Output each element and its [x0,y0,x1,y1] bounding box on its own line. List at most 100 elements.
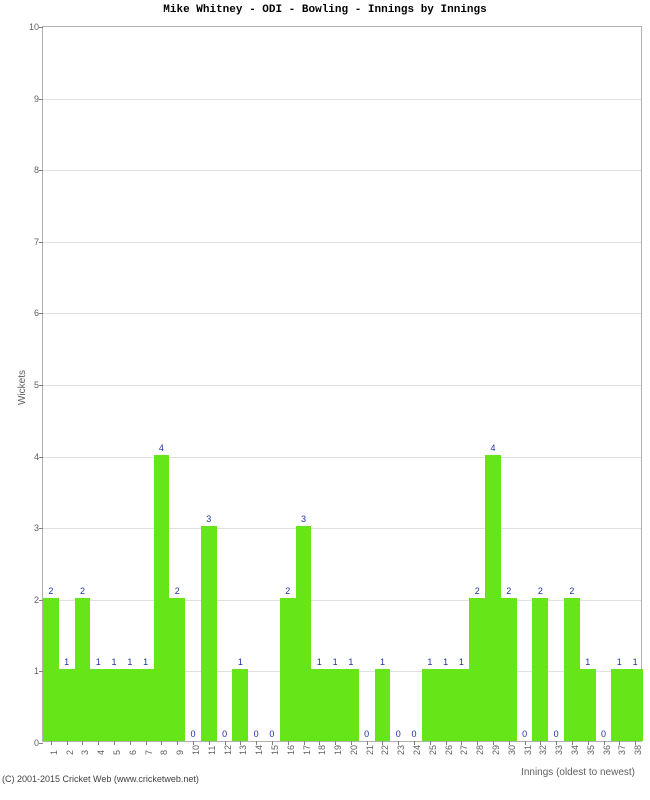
bar-value-label: 1 [585,657,590,667]
x-tick [161,741,162,745]
bar-value-label: 0 [269,729,274,739]
y-tick-label: 0 [34,738,43,748]
bar-value-label: 1 [617,657,622,667]
y-tick-label: 7 [34,237,43,247]
grid-line [43,242,641,243]
y-tick-label: 3 [34,523,43,533]
x-tick-label: 18 [317,745,327,755]
bar [564,598,580,741]
plot-area: 012345678910Wickets211223141516174829010… [42,26,642,742]
bar-value-label: 2 [175,586,180,596]
grid-line [43,385,641,386]
x-tick-label: 31 [523,745,533,755]
bar-value-label: 1 [112,657,117,667]
x-tick [82,741,83,745]
x-tick [67,741,68,745]
bar [43,598,59,741]
bar [154,455,170,741]
grid-line [43,99,641,100]
x-tick-label: 8 [159,750,169,755]
bar-value-label: 4 [490,443,495,453]
bar [438,669,454,741]
x-axis-label: Innings (oldest to newest) [521,767,635,778]
x-tick-label: 35 [586,745,596,755]
bar [627,669,643,741]
x-tick-label: 3 [80,750,90,755]
x-tick-label: 12 [223,745,233,755]
grid-line [43,457,641,458]
x-tick-label: 34 [570,745,580,755]
bar-value-label: 1 [633,657,638,667]
x-tick-label: 27 [459,745,469,755]
x-tick-label: 5 [112,750,122,755]
y-tick-label: 2 [34,595,43,605]
bar-value-label: 2 [569,586,574,596]
bar [90,669,106,741]
x-tick-label: 22 [380,745,390,755]
x-tick [130,741,131,745]
bar-value-label: 3 [206,514,211,524]
bar [311,669,327,741]
y-tick-label: 5 [34,380,43,390]
x-tick-label: 1 [49,750,59,755]
bar [296,526,312,741]
chart-container: Mike Whitney - ODI - Bowling - Innings b… [0,0,650,784]
bar [375,669,391,741]
x-tick-label: 14 [254,745,264,755]
bar [454,669,470,741]
y-tick-label: 9 [34,94,43,104]
y-tick-label: 4 [34,452,43,462]
y-axis-label: Wickets [17,370,28,405]
grid-line [43,313,641,314]
bar-value-label: 2 [506,586,511,596]
bar-value-label: 1 [443,657,448,667]
bar-value-label: 0 [522,729,527,739]
bar-value-label: 1 [238,657,243,667]
bar-value-label: 0 [601,729,606,739]
bar-value-label: 2 [475,586,480,596]
bar-value-label: 1 [96,657,101,667]
x-tick-label: 19 [333,745,343,755]
bar [232,669,248,741]
bar [532,598,548,741]
bar [169,598,185,741]
x-tick-label: 37 [617,745,627,755]
bar-value-label: 0 [222,729,227,739]
x-tick-label: 9 [175,750,185,755]
x-tick-label: 30 [507,745,517,755]
x-tick-label: 26 [444,745,454,755]
bar-value-label: 0 [396,729,401,739]
y-tick-label: 10 [29,22,43,32]
bar-value-label: 0 [364,729,369,739]
bar-value-label: 1 [348,657,353,667]
x-tick [51,741,52,745]
bar-value-label: 1 [459,657,464,667]
chart-title: Mike Whitney - ODI - Bowling - Innings b… [0,4,650,16]
copyright-text: (C) 2001-2015 Cricket Web (www.cricketwe… [2,774,199,784]
bar-value-label: 2 [48,586,53,596]
x-tick-label: 7 [144,750,154,755]
bar [422,669,438,741]
y-tick-label: 6 [34,308,43,318]
x-tick-label: 6 [128,750,138,755]
x-tick-label: 15 [270,745,280,755]
bar-value-label: 3 [301,514,306,524]
bar-value-label: 1 [317,657,322,667]
x-tick-label: 13 [238,745,248,755]
x-tick-label: 23 [396,745,406,755]
bar-value-label: 2 [538,586,543,596]
bar-value-label: 1 [127,657,132,667]
bar-value-label: 0 [190,729,195,739]
grid-line [43,528,641,529]
bar-value-label: 1 [143,657,148,667]
x-tick-label: 17 [302,745,312,755]
x-tick [177,741,178,745]
bar [501,598,517,741]
bar [138,669,154,741]
bar [59,669,75,741]
bar-value-label: 0 [554,729,559,739]
grid-line [43,600,641,601]
x-tick-label: 38 [633,745,643,755]
grid-line [43,170,641,171]
bar-value-label: 1 [427,657,432,667]
